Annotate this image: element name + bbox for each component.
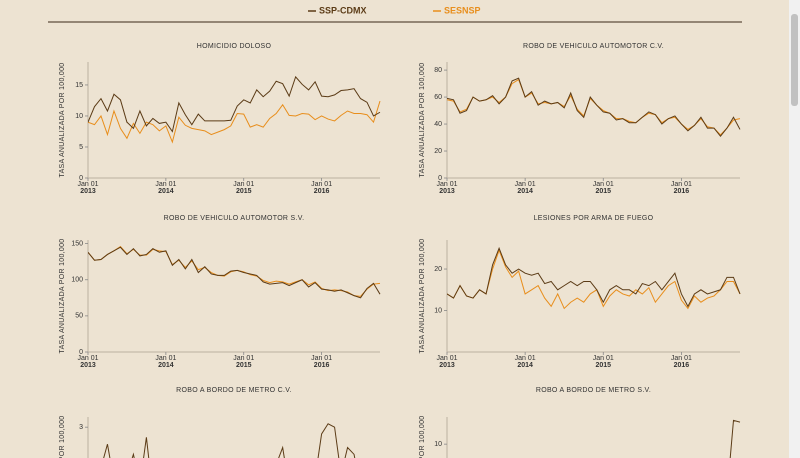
x-tick-label: Jan 01 2016 (311, 355, 332, 369)
x-tick-label: Jan 01 2015 (233, 355, 254, 369)
y-axis-label: TASA ANUALIZADA POR 100,000 (419, 63, 426, 178)
series-line (447, 246, 741, 308)
scrollbar-thumb[interactable] (791, 14, 798, 106)
series-line (88, 75, 381, 133)
y-tick-label: 100 (71, 277, 83, 284)
y-tick-label: 15 (75, 82, 83, 89)
legend-label: SESNSP (444, 5, 481, 15)
series-line (447, 77, 741, 137)
chart: ROBO A BORDO DE METRO C.V. TASA ANUALIZAD… (59, 387, 356, 458)
x-tick-label: Jan 01 2013 (77, 355, 98, 369)
x-tick-label: Jan 01 2013 (436, 355, 457, 369)
x-tick-label: Jan 01 2013 (77, 181, 98, 195)
series-line (88, 246, 381, 299)
x-tick-label: Jan 01 2015 (233, 181, 254, 195)
y-axis-label: TASA ANUALIZADA POR 100,000 (419, 416, 426, 458)
x-tick-label: Jan 01 2015 (593, 355, 614, 369)
y-tick-label: 40 (434, 121, 442, 128)
y-tick-label: 0 (438, 175, 442, 182)
y-axis-label: TASA ANUALIZADA POR 100,000 (419, 239, 426, 354)
y-tick-label: 20 (434, 266, 442, 273)
y-tick-label: 10 (434, 441, 442, 448)
series-line (447, 248, 741, 310)
y-tick-label: 10 (75, 113, 83, 120)
y-tick-label: 10 (434, 307, 442, 314)
y-tick-label: 50 (75, 313, 83, 320)
x-tick-label: Jan 01 2014 (155, 355, 176, 369)
y-axis-label: TASA ANUALIZADA POR 100,000 (59, 239, 66, 354)
series-line (103, 423, 356, 458)
chart: ROBO DE VEHICULO AUTOMOTOR S.V. TASA ANUA… (59, 215, 381, 369)
y-tick-label: 150 (71, 240, 83, 247)
y-tick-label: 0 (79, 175, 83, 182)
chart-title: ROBO A BORDO DE METRO C.V. (176, 387, 292, 394)
x-tick-label: Jan 01 2014 (155, 181, 176, 195)
y-tick-label: 0 (79, 349, 83, 356)
x-tick-label: Jan 01 2016 (671, 355, 692, 369)
y-tick-label: 60 (434, 94, 442, 101)
x-tick-label: Jan 01 2014 (515, 355, 536, 369)
chart: LESIONES POR ARMA DE FUEGO TASA ANUALIZAD… (419, 215, 741, 369)
chart-title: HOMICIDIO DOLOSO (197, 43, 272, 50)
y-tick-label: 5 (79, 144, 83, 151)
legend-label: SSP-CDMX (319, 5, 367, 15)
chart: HOMICIDIO DOLOSO TASA ANUALIZADA POR 100,… (59, 43, 381, 195)
chart: ROBO A BORDO DE METRO S.V. TASA ANUALIZAD… (419, 387, 741, 458)
chart-title: ROBO A BORDO DE METRO S.V. (536, 387, 651, 394)
x-tick-label: Jan 01 2016 (671, 181, 692, 195)
charts: HOMICIDIO DOLOSO TASA ANUALIZADA POR 100,… (59, 43, 741, 458)
chart-title: LESIONES POR ARMA DE FUEGO (534, 215, 654, 222)
y-tick-label: 3 (79, 424, 83, 431)
series-line (88, 100, 381, 144)
legend: SSP-CDMX SESNSP (308, 5, 481, 15)
x-tick-label: Jan 01 2013 (436, 181, 457, 195)
y-tick-label: 20 (434, 148, 442, 155)
chart-title: ROBO DE VEHICULO AUTOMOTOR C.V. (523, 43, 664, 50)
y-axis-label: TASA ANUALIZADA POR 100,000 (59, 63, 66, 178)
x-tick-label: Jan 01 2014 (515, 181, 536, 195)
x-tick-label: Jan 01 2015 (593, 181, 614, 195)
x-tick-label: Jan 01 2016 (311, 181, 332, 195)
y-tick-label: 80 (434, 67, 442, 74)
scrollbar-track[interactable] (789, 0, 800, 458)
chart-title: ROBO DE VEHICULO AUTOMOTOR S.V. (164, 215, 305, 222)
y-axis-label: TASA ANUALIZADA POR 100,000 (59, 416, 66, 458)
chart: ROBO DE VEHICULO AUTOMOTOR C.V. TASA ANUA… (419, 43, 741, 195)
